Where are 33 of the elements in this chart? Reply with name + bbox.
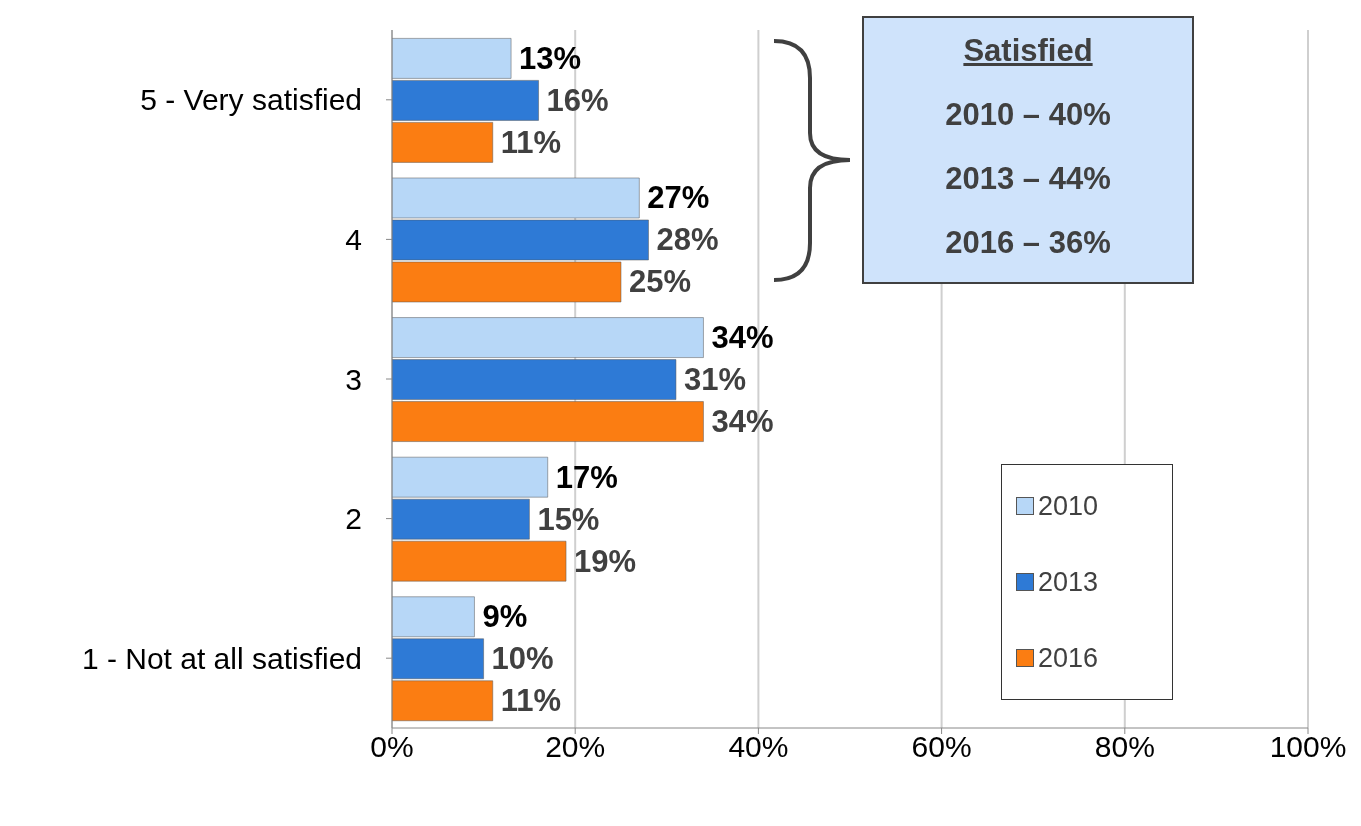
- data-label: 28%: [656, 222, 719, 258]
- x-tick-label: 40%: [728, 730, 789, 764]
- data-label: 13%: [519, 40, 582, 76]
- x-tick-label: 0%: [370, 730, 414, 764]
- data-label: 27%: [647, 180, 710, 216]
- legend-label: 2010: [1038, 490, 1099, 522]
- legend-label: 2016: [1038, 642, 1099, 674]
- annotation: 2010 – 40%: [944, 96, 1112, 134]
- data-label: 11%: [500, 124, 562, 160]
- data-label: 31%: [683, 362, 747, 398]
- annotation: Satisfied: [962, 32, 1094, 70]
- y-tick-label: 3: [345, 362, 362, 396]
- y-tick-label: 1 - Not at all satisfied: [81, 641, 362, 675]
- data-label: 19%: [574, 543, 637, 579]
- x-tick-label: 100%: [1269, 730, 1347, 764]
- data-label: 16%: [546, 82, 609, 118]
- data-label: 15%: [537, 501, 600, 537]
- annotation: 2013 – 44%: [944, 160, 1112, 198]
- data-label: 17%: [555, 459, 618, 495]
- data-label: 11%: [500, 683, 562, 719]
- data-label: 10%: [491, 641, 554, 677]
- data-label: 9%: [482, 599, 528, 635]
- y-tick-label: 2: [345, 502, 362, 536]
- data-label: 25%: [629, 264, 692, 300]
- y-tick-label: 5 - Very satisfied: [140, 83, 362, 117]
- y-tick-label: 4: [345, 223, 362, 257]
- x-tick-label: 80%: [1094, 730, 1155, 764]
- data-label: 34%: [711, 320, 774, 356]
- legend-label: 2013: [1038, 566, 1099, 598]
- annotation: 2016 – 36%: [944, 224, 1112, 262]
- x-tick-label: 20%: [545, 730, 606, 764]
- x-tick-label: 60%: [911, 730, 972, 764]
- data-label: 34%: [711, 404, 774, 440]
